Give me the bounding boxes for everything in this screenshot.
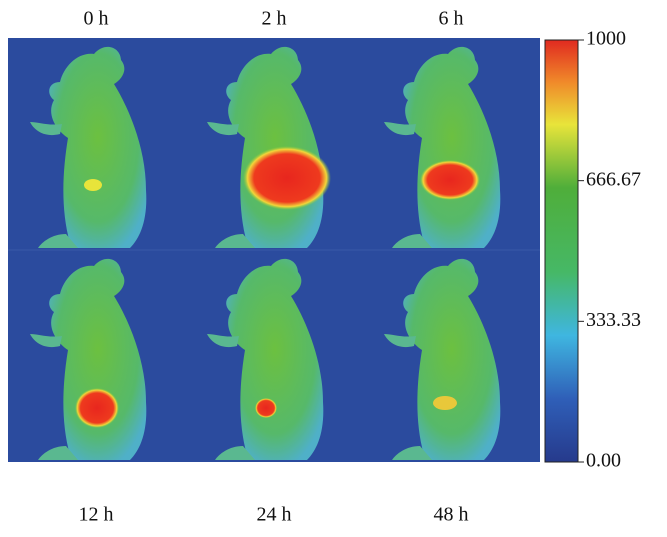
panel-label: 2 h bbox=[262, 8, 287, 30]
panel-label: 48 h bbox=[434, 504, 469, 526]
colorbar-tick-label: 1000 bbox=[586, 28, 626, 50]
figure: 0 h 2 h 6 h 12 h 24 h 48 h 0.00 333.33 666… bbox=[0, 0, 667, 532]
colorbar bbox=[545, 40, 578, 462]
colorbar-tick-label: 666.67 bbox=[586, 168, 641, 190]
colorbar-tick-label: 333.33 bbox=[586, 309, 641, 331]
panel-label: 6 h bbox=[439, 8, 464, 30]
panel-label: 12 h bbox=[79, 504, 114, 526]
colorbar-tick-label: 0.00 bbox=[586, 450, 621, 472]
panel-label: 0 h bbox=[84, 8, 109, 30]
panel-label: 24 h bbox=[257, 504, 292, 526]
